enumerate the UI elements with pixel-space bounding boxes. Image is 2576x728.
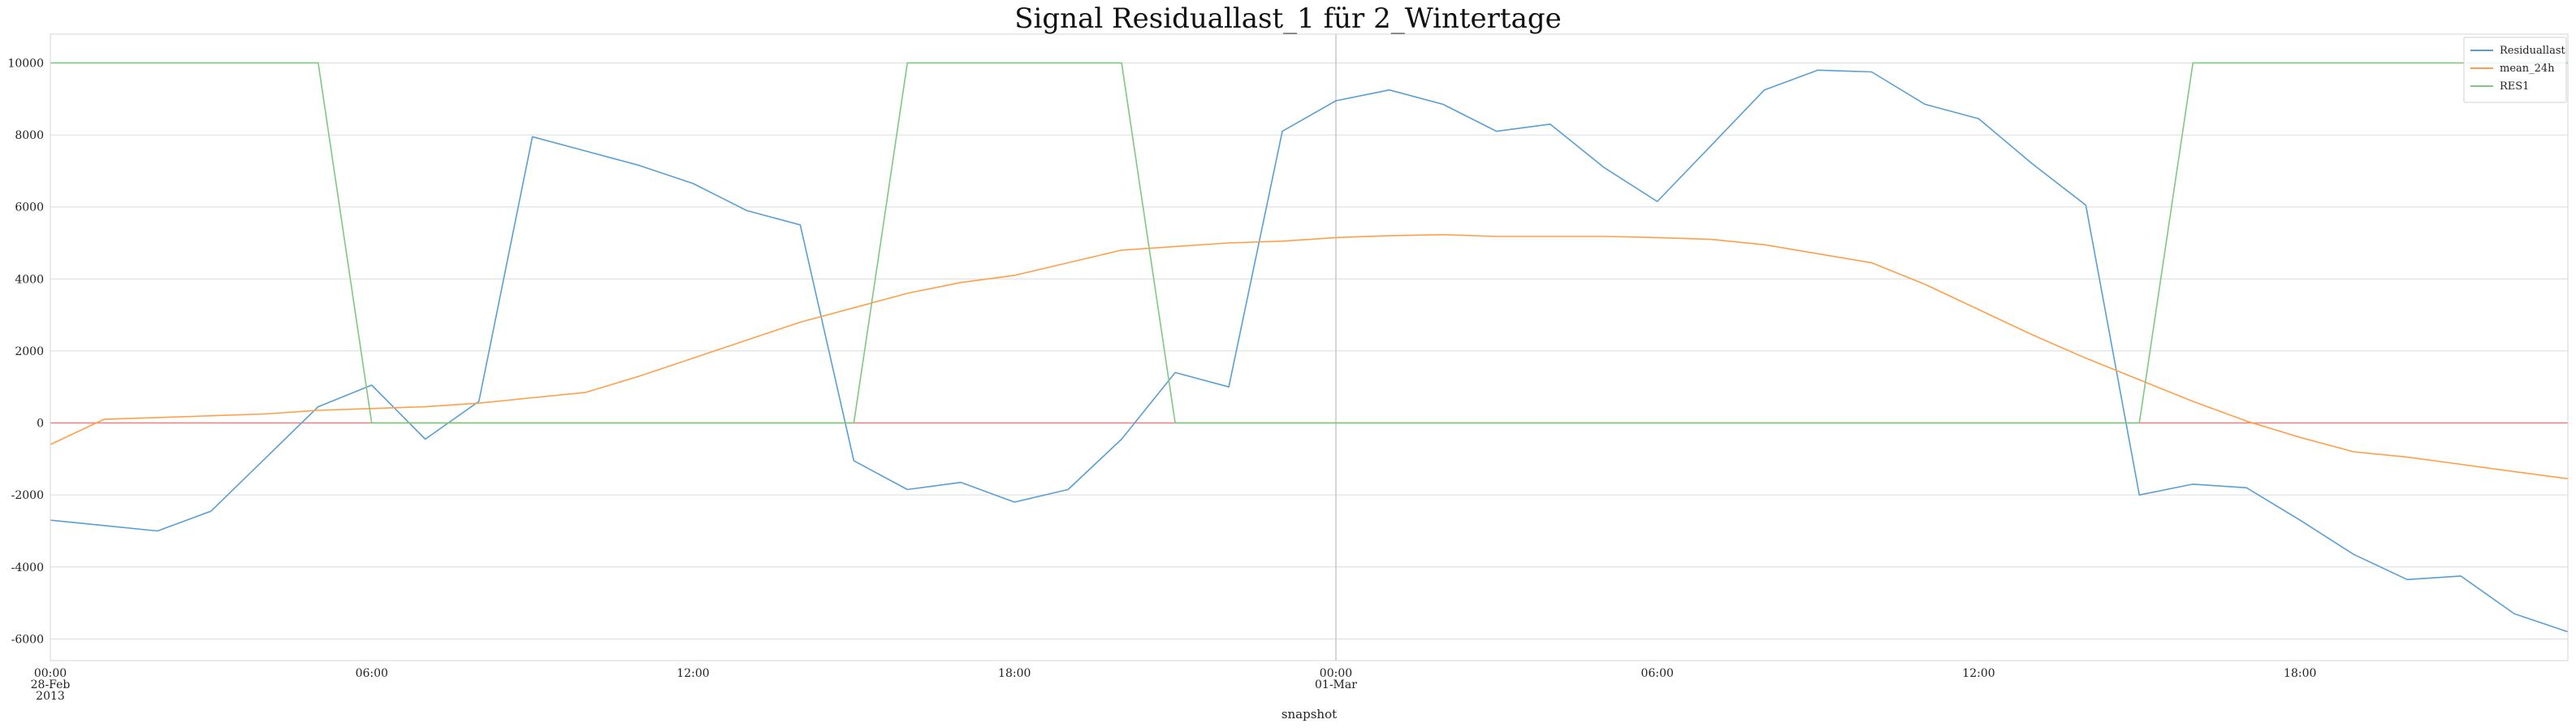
legend-entry: Residuallast	[2500, 45, 2565, 57]
y-tick-label: 0	[37, 418, 44, 431]
y-tick-label: -6000	[11, 633, 44, 646]
x-tick-label: 06:00	[1641, 667, 1674, 680]
x-tick-label: 12:00	[676, 667, 709, 680]
x-tick-label: 18:00	[998, 667, 1031, 680]
x-tick-label: 18:00	[2284, 667, 2316, 680]
chart-title: Signal Residuallast_1 für 2_Wintertage	[1014, 2, 1561, 35]
y-tick-label: -2000	[11, 489, 44, 502]
y-tick-label: 2000	[15, 345, 44, 358]
y-tick-labels: -6000 -4000 -2000 0 2000 4000 6000 8000 10000	[7, 57, 44, 646]
series-line-residuallast	[50, 69, 2569, 633]
x-tick-label: 00:00	[1320, 667, 1352, 680]
x-axis-label: snapshot	[1282, 707, 1337, 722]
series-line-res1	[50, 62, 2568, 424]
series-lines	[50, 62, 2569, 633]
y-tick-label: 8000	[15, 129, 44, 142]
x-tick-label: 06:00	[356, 667, 388, 680]
series-line-mean-24h	[50, 233, 2569, 479]
x-tick-label: 12:00	[1962, 667, 1995, 680]
y-tick-label: -4000	[11, 561, 44, 574]
legend-entry: mean_24h	[2500, 63, 2555, 75]
x-tick-label: 01-Mar	[1315, 678, 1357, 691]
y-tick-label: 4000	[15, 273, 44, 286]
y-tick-label: 6000	[15, 202, 44, 214]
x-tick-label: 00:00	[34, 667, 67, 680]
legend-entry: RES1	[2500, 80, 2529, 93]
y-tick-label: 10000	[7, 57, 44, 70]
x-tick-label: 2013	[36, 690, 65, 703]
x-tick-label: 28-Feb	[31, 678, 71, 691]
legend: Residuallast mean_24h RES1	[2463, 37, 2567, 103]
grid	[50, 62, 2568, 639]
plot-area-frame	[50, 33, 2569, 661]
